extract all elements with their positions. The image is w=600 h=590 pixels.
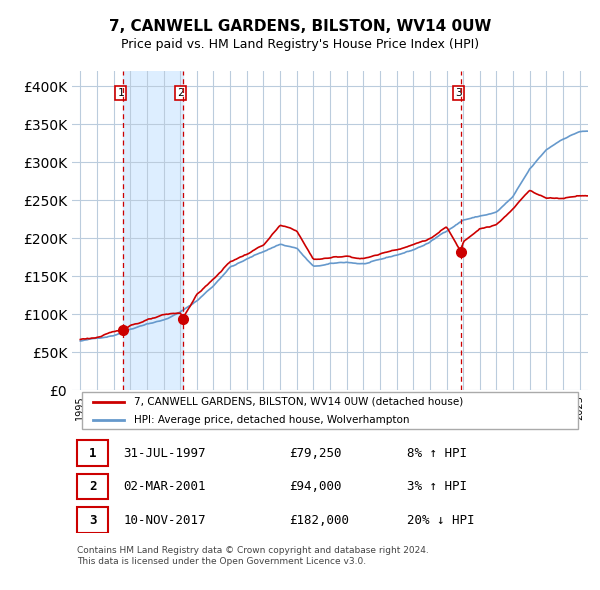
Text: 7, CANWELL GARDENS, BILSTON, WV14 0UW: 7, CANWELL GARDENS, BILSTON, WV14 0UW bbox=[109, 19, 491, 34]
FancyBboxPatch shape bbox=[82, 392, 578, 429]
FancyBboxPatch shape bbox=[77, 507, 108, 533]
Text: Price paid vs. HM Land Registry's House Price Index (HPI): Price paid vs. HM Land Registry's House … bbox=[121, 38, 479, 51]
Text: 7, CANWELL GARDENS, BILSTON, WV14 0UW (detached house): 7, CANWELL GARDENS, BILSTON, WV14 0UW (d… bbox=[134, 397, 463, 407]
Text: HPI: Average price, detached house, Wolverhampton: HPI: Average price, detached house, Wolv… bbox=[134, 415, 409, 425]
Text: 20% ↓ HPI: 20% ↓ HPI bbox=[407, 514, 475, 527]
Text: £182,000: £182,000 bbox=[289, 514, 349, 527]
Text: 1: 1 bbox=[89, 447, 97, 460]
Text: 31-JUL-1997: 31-JUL-1997 bbox=[124, 447, 206, 460]
FancyBboxPatch shape bbox=[77, 474, 108, 499]
Text: 2: 2 bbox=[177, 88, 184, 98]
Bar bbox=[123, 71, 183, 391]
Text: 2: 2 bbox=[89, 480, 97, 493]
Text: 3: 3 bbox=[455, 88, 462, 98]
Text: 3: 3 bbox=[89, 514, 97, 527]
FancyBboxPatch shape bbox=[77, 440, 108, 466]
Text: £94,000: £94,000 bbox=[289, 480, 341, 493]
Text: 1: 1 bbox=[118, 88, 124, 98]
Text: 8% ↑ HPI: 8% ↑ HPI bbox=[407, 447, 467, 460]
Text: Contains HM Land Registry data © Crown copyright and database right 2024.
This d: Contains HM Land Registry data © Crown c… bbox=[77, 546, 429, 566]
Text: 3% ↑ HPI: 3% ↑ HPI bbox=[407, 480, 467, 493]
Text: 10-NOV-2017: 10-NOV-2017 bbox=[124, 514, 206, 527]
Text: 02-MAR-2001: 02-MAR-2001 bbox=[124, 480, 206, 493]
Text: £79,250: £79,250 bbox=[289, 447, 341, 460]
